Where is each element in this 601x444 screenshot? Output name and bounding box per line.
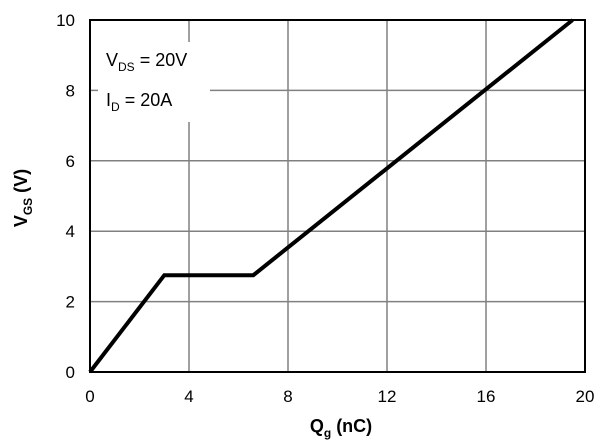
annotation-vds-sub: DS [118, 60, 135, 74]
y-tick-label: 6 [66, 152, 75, 171]
annotation-vds-main: V [106, 50, 118, 70]
series-layer [88, 18, 574, 374]
annotation-id-sub: D [111, 100, 120, 114]
x-tick-label: 20 [576, 387, 595, 406]
x-tick-label: 16 [477, 387, 496, 406]
annotation-id-main: I [106, 90, 111, 110]
x-tick-labels: 0 4 8 12 16 20 [85, 387, 594, 406]
x-tick-label: 4 [184, 387, 193, 406]
annotation-id-rest: = 20A [120, 90, 173, 110]
y-tick-label: 10 [56, 11, 75, 30]
x-axis-label-suffix: (nC) [331, 416, 372, 436]
x-tick-label: 0 [85, 387, 94, 406]
annotation-box [98, 42, 210, 122]
x-axis-label: Qg (nC) [310, 416, 372, 440]
y-axis-label: VGS (V) [11, 169, 35, 227]
x-axis-label-sub: g [324, 426, 331, 440]
y-tick-label: 2 [66, 293, 75, 312]
x-tick-label: 12 [378, 387, 397, 406]
y-axis-label-suffix: (V) [11, 169, 31, 198]
annotation-vds-rest: = 20V [135, 50, 188, 70]
series-line [88, 18, 574, 374]
x-axis-label-main: Q [310, 416, 324, 436]
y-tick-label: 0 [66, 363, 75, 382]
y-axis-label-sub: GS [21, 198, 35, 215]
plot-frame [89, 19, 586, 373]
y-tick-labels: 0 2 4 6 8 10 [56, 11, 75, 382]
grid-lines [90, 20, 585, 372]
x-tick-label: 8 [283, 387, 292, 406]
y-tick-label: 4 [66, 222, 75, 241]
annotation-id: ID = 20A [106, 90, 172, 114]
annotation-vds: VDS = 20V [106, 50, 187, 74]
y-tick-label: 8 [66, 81, 75, 100]
y-axis-label-main: V [11, 215, 31, 227]
